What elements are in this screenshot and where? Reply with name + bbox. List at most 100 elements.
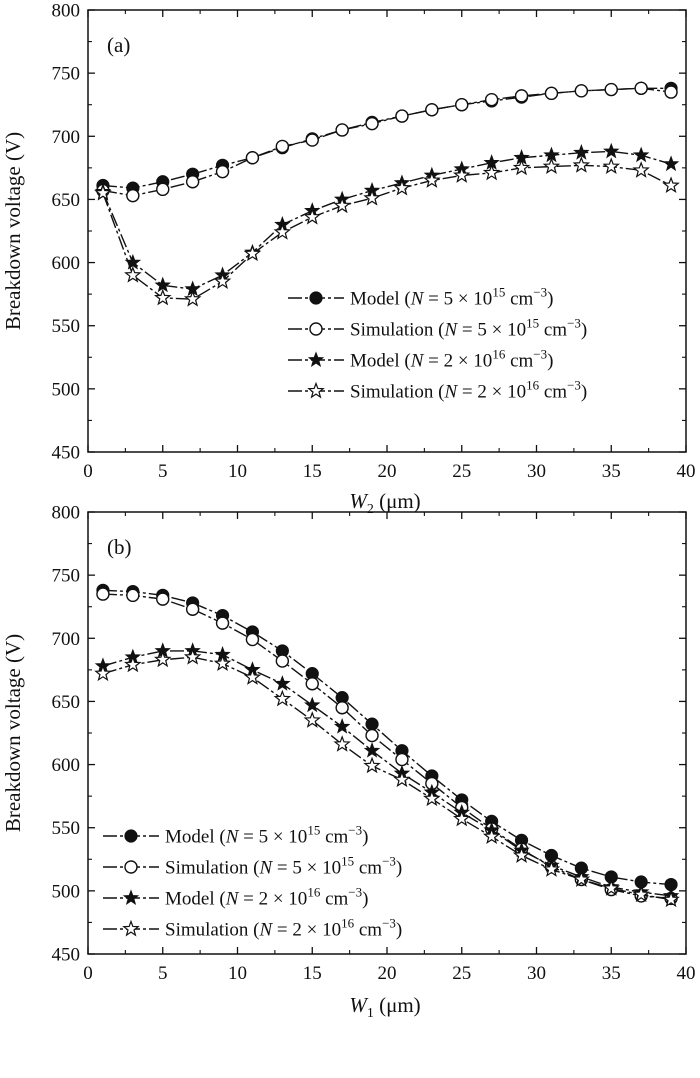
data-point (156, 592, 170, 606)
data-point (185, 175, 200, 189)
data-point (153, 650, 172, 668)
data-point (213, 654, 232, 671)
x-tick-label: 5 (158, 461, 168, 482)
x-tick-label: 25 (452, 963, 471, 984)
x-tick-label: 10 (228, 461, 247, 482)
data-point (303, 711, 322, 728)
data-point (363, 742, 381, 758)
data-point (512, 846, 531, 863)
y-tick-label: 750 (52, 566, 81, 587)
x-tick-label: 0 (83, 461, 93, 482)
series-filled-star (94, 142, 680, 297)
data-point (94, 664, 112, 682)
y-tick-label: 500 (52, 379, 81, 400)
x-tick-label: 25 (452, 461, 471, 482)
y-tick-label: 700 (52, 127, 81, 148)
x-tick-label: 40 (677, 461, 696, 482)
data-point (574, 84, 589, 98)
x-tick-label: 35 (602, 963, 621, 984)
data-point (183, 648, 202, 665)
data-point (154, 276, 171, 293)
data-point (126, 588, 140, 603)
legend-marker (309, 322, 323, 336)
data-point (126, 188, 140, 203)
legend-marker (309, 291, 323, 305)
data-point (542, 157, 561, 175)
x-tick-label: 40 (677, 963, 696, 984)
data-point (245, 632, 260, 647)
data-point (333, 718, 351, 734)
data-point (305, 677, 319, 691)
data-point (662, 890, 680, 908)
chart-panel-a: 0 5 10 15 20 25 30 35 40 450 500 550 600 650 700 750 800… (1, 1, 696, 518)
data-point (514, 89, 529, 103)
legend-marker (124, 860, 138, 874)
x-axis-title: W1 (μm) (349, 993, 420, 1021)
data-point (423, 171, 441, 188)
x-axis-title: W2 (μm) (349, 489, 420, 517)
data-point (185, 602, 200, 616)
legend-marker (124, 829, 138, 843)
data-point (124, 655, 142, 673)
y-tick-label: 600 (52, 755, 81, 776)
data-point (423, 789, 441, 807)
data-point (124, 265, 142, 283)
data-point (333, 735, 351, 752)
data-point (156, 182, 170, 197)
legend: Model (N = 5 × 1015 cm−3) Simulation (N =… (103, 823, 402, 941)
y-tick-label: 800 (52, 503, 81, 524)
x-tick-label: 5 (158, 963, 168, 984)
series-open-star (94, 156, 680, 307)
data-point (215, 616, 230, 630)
data-point (305, 133, 319, 147)
y-axis-title: Breakdown voltage (V) (1, 634, 25, 832)
data-point (632, 885, 650, 903)
legend-label: Model (N = 5 × 1015 cm−3) (165, 823, 368, 848)
legend-marker (122, 889, 140, 905)
data-point (243, 668, 262, 685)
data-point (634, 81, 648, 95)
data-point (603, 142, 620, 159)
y-tick-label: 650 (52, 190, 81, 211)
x-tick-label: 10 (228, 963, 247, 984)
panel-label: (a) (107, 33, 130, 57)
y-axis-title: Breakdown voltage (V) (1, 132, 25, 330)
data-point (213, 272, 232, 289)
x-tick-label: 30 (527, 461, 546, 482)
legend-label: Simulation (N = 2 × 1016 cm−3) (350, 378, 587, 403)
data-point (452, 809, 471, 827)
y-tick-label: 500 (52, 881, 81, 902)
data-point (96, 587, 110, 601)
legend-marker (307, 381, 325, 399)
x-tick-label: 30 (527, 963, 546, 984)
data-point (395, 109, 409, 123)
series-line (102, 164, 672, 300)
data-point (365, 116, 379, 131)
legend-label: Simulation (N = 5 × 1015 cm−3) (165, 854, 402, 879)
data-point (215, 164, 230, 179)
data-point (393, 178, 411, 196)
legend-label: Simulation (N = 5 × 1015 cm−3) (350, 316, 587, 341)
data-point (602, 157, 621, 175)
data-point (94, 183, 112, 201)
data-point (274, 675, 291, 691)
x-tick-label: 0 (83, 963, 93, 984)
x-tick-label: 20 (378, 461, 397, 482)
data-point (512, 158, 531, 176)
x-tick-label: 20 (378, 963, 397, 984)
data-point (395, 752, 409, 767)
data-point (303, 207, 322, 225)
data-point (273, 689, 292, 707)
data-point (573, 144, 590, 160)
legend-label: Simulation (N = 2 × 1016 cm−3) (165, 916, 402, 941)
series-filled-circle (96, 81, 678, 195)
data-point (243, 244, 262, 262)
y-tick-label: 550 (52, 818, 81, 839)
data-point (662, 155, 680, 172)
legend-label: Model (N = 5 × 1015 cm−3) (350, 285, 553, 310)
legend: Model (N = 5 × 1015 cm−3) Simulation (N =… (288, 285, 587, 403)
data-point (572, 156, 591, 173)
data-point (604, 82, 618, 97)
legend-marker (122, 919, 140, 937)
